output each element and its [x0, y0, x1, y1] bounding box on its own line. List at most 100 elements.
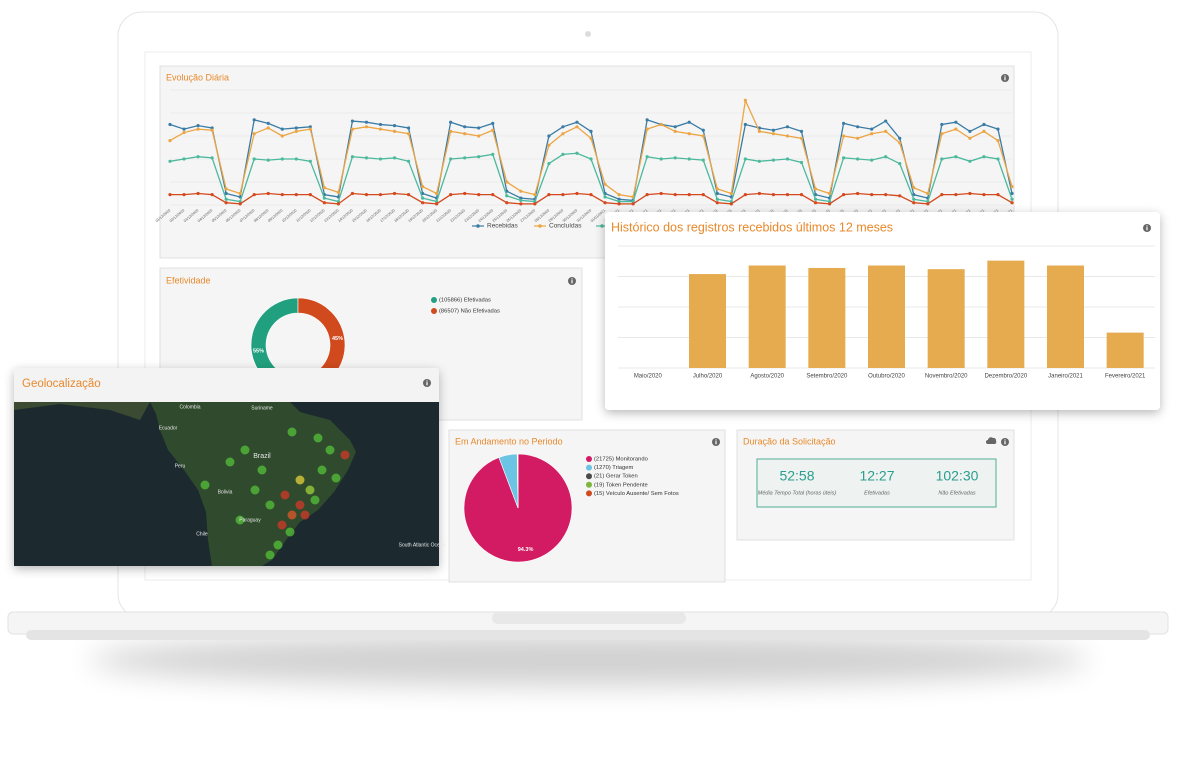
metric-label: Efetivadas	[864, 490, 890, 496]
info-icon[interactable]	[1143, 224, 1151, 232]
map-label: South Atlantic Ocean	[399, 542, 446, 548]
data-point	[701, 193, 705, 197]
slice-label: 55%	[253, 349, 264, 355]
data-point	[168, 159, 172, 163]
data-point	[1010, 197, 1014, 201]
data-point	[617, 202, 621, 206]
legend-dot	[586, 464, 592, 471]
x-tick-label: Maio/2020	[634, 374, 663, 380]
data-point	[996, 139, 1000, 143]
data-point	[771, 128, 776, 132]
heat-point	[300, 510, 310, 520]
data-point	[870, 193, 874, 197]
data-point	[224, 197, 228, 201]
data-point	[435, 199, 439, 204]
map-label: Ecuador	[159, 425, 178, 431]
data-point	[308, 127, 312, 131]
data-point	[827, 191, 832, 196]
data-point	[575, 191, 579, 196]
data-point	[421, 196, 425, 200]
metrics-box	[756, 458, 997, 508]
data-point	[996, 157, 1000, 161]
data-point	[406, 132, 411, 136]
bar	[927, 269, 965, 368]
info-icon[interactable]	[712, 438, 720, 446]
data-point	[435, 191, 439, 196]
data-point	[238, 199, 242, 204]
heat-point	[340, 450, 350, 460]
panel-historico: Histórico dos registros recebidos último…	[605, 212, 1160, 410]
data-point	[954, 120, 958, 124]
bar	[1047, 265, 1084, 368]
data-point	[547, 193, 551, 197]
data-point	[870, 132, 874, 136]
panel-title: Histórico dos registros recebidos último…	[611, 220, 893, 234]
data-point	[898, 162, 902, 166]
data-point	[449, 120, 453, 124]
legend-dot	[431, 308, 437, 314]
data-point	[182, 157, 186, 161]
data-point	[673, 193, 677, 197]
map-label: Brazil	[253, 453, 271, 460]
data-point	[940, 157, 944, 161]
bar	[808, 267, 846, 368]
data-point	[785, 125, 790, 129]
data-point	[827, 202, 832, 206]
data-point	[617, 199, 621, 204]
info-icon[interactable]	[568, 277, 576, 285]
heat-point	[331, 473, 341, 483]
map-label: Bolivia	[218, 489, 233, 495]
data-point	[182, 127, 186, 131]
info-icon[interactable]	[1001, 74, 1009, 82]
data-point	[378, 122, 383, 127]
data-point	[996, 193, 1000, 197]
data-point	[463, 191, 467, 196]
info-icon[interactable]	[423, 379, 431, 387]
data-point	[1010, 201, 1014, 205]
data-point	[856, 157, 860, 161]
map-land	[150, 402, 356, 566]
legend-dot	[538, 224, 542, 228]
legend-dot	[586, 490, 592, 497]
data-point	[715, 201, 719, 205]
data-point	[561, 125, 565, 129]
info-bar	[426, 382, 428, 386]
data-point	[224, 201, 228, 205]
data-point	[729, 199, 733, 204]
data-point	[252, 193, 256, 197]
data-point	[322, 196, 326, 200]
data-point	[645, 118, 649, 122]
legend-label: (21725) Monitorando	[594, 457, 648, 463]
heat-point	[200, 480, 210, 490]
data-point	[252, 118, 256, 122]
data-point	[533, 202, 537, 206]
data-point	[392, 191, 397, 196]
data-point	[406, 193, 411, 197]
x-tick-label: Novembro/2020	[925, 374, 968, 380]
data-point	[477, 193, 481, 197]
data-point	[659, 191, 663, 196]
data-point	[491, 193, 495, 197]
data-point	[659, 122, 663, 127]
data-point	[701, 158, 705, 162]
data-point	[982, 155, 986, 159]
data-point	[378, 157, 383, 161]
data-point	[224, 187, 228, 191]
data-point	[364, 193, 369, 197]
data-point	[491, 128, 495, 132]
data-point	[757, 129, 762, 133]
download-icon[interactable]	[986, 437, 997, 444]
data-point	[645, 193, 649, 197]
data-point	[940, 193, 944, 197]
data-point	[701, 134, 705, 138]
data-point	[266, 126, 270, 130]
info-icon[interactable]	[1001, 438, 1009, 446]
data-point	[182, 193, 186, 197]
data-point	[308, 193, 312, 197]
data-point	[982, 122, 986, 127]
bar	[748, 265, 786, 368]
data-point	[210, 128, 214, 132]
laptop-base-lip	[26, 630, 1150, 640]
data-point	[842, 134, 846, 138]
heat-point	[313, 433, 323, 443]
